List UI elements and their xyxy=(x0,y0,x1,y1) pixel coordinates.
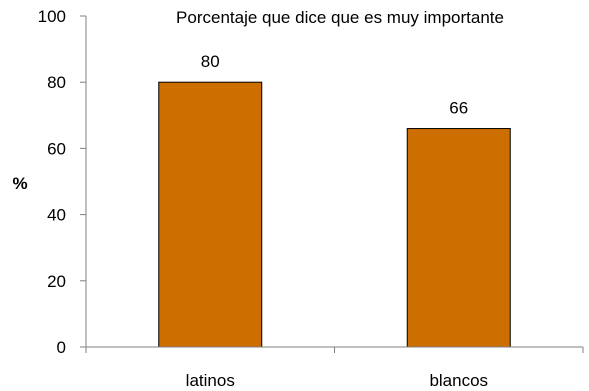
bar-blancos xyxy=(406,128,511,348)
chart-title: Porcentaje que dice que es muy important… xyxy=(176,8,504,27)
y-axis-ticks: 0 20 40 60 80 100 xyxy=(38,7,86,357)
x-tick-label-latinos: latinos xyxy=(186,371,235,390)
data-label-blancos: 66 xyxy=(449,99,468,118)
y-tick-label: 0 xyxy=(57,338,66,357)
x-tick-label-blancos: blancos xyxy=(429,371,488,390)
x-axis-ticks: latinos blancos xyxy=(85,347,584,390)
y-tick-label: 80 xyxy=(47,73,66,92)
bars-group: 80 66 xyxy=(158,52,511,348)
y-tick-label: 20 xyxy=(47,272,66,291)
y-tick-label: 60 xyxy=(47,139,66,158)
y-tick-label: 100 xyxy=(38,7,66,26)
y-axis-label: % xyxy=(12,174,27,193)
bar-latinos xyxy=(158,81,263,348)
data-label-latinos: 80 xyxy=(201,52,220,71)
y-tick-label: 40 xyxy=(47,206,66,225)
